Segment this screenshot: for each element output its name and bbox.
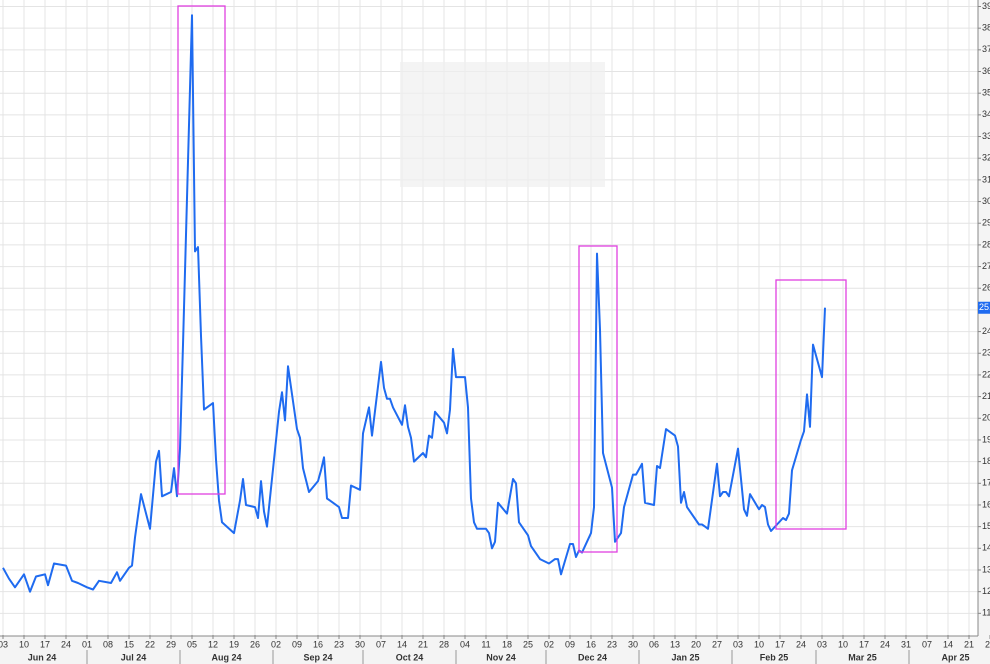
x-tick-label: 30: [355, 639, 365, 649]
x-tick-label: 25: [523, 639, 533, 649]
x-tick-label: 24: [61, 639, 71, 649]
y-tick-label: 27: [982, 261, 990, 271]
highlight-box: [775, 279, 847, 530]
month-label: Nov 24: [486, 652, 516, 662]
plot: [2, 14, 826, 593]
y-tick-label: 31: [982, 174, 990, 184]
y-tick-label: 18: [982, 456, 990, 466]
last-value-tag: [978, 301, 990, 314]
highlight-box: [578, 245, 618, 553]
x-tick-label: 22: [145, 639, 155, 649]
month-label: Aug 24: [211, 652, 241, 662]
y-tick-label: 36: [982, 66, 990, 76]
y-tick-label: 11: [982, 608, 990, 618]
x-tick-label: 17: [859, 639, 869, 649]
y-tick-label: 29: [982, 218, 990, 228]
y-tick-label: 20: [982, 413, 990, 423]
month-label: Jul 24: [121, 652, 147, 662]
x-tick-label: 01: [82, 639, 92, 649]
x-tick-label: 23: [334, 639, 344, 649]
x-tick-label: 19: [229, 639, 239, 649]
month-label: Apr 25: [941, 652, 969, 662]
month-label: Sep 24: [303, 652, 332, 662]
watermark: [400, 62, 605, 187]
y-tick-label: 26: [982, 283, 990, 293]
month-label: Jun 24: [28, 652, 57, 662]
x-tick-label: 05: [187, 639, 197, 649]
x-tick-label: 27: [712, 639, 722, 649]
x-tick-label: 10: [838, 639, 848, 649]
y-tick-label: 14: [982, 543, 990, 553]
x-tick-label: 09: [565, 639, 575, 649]
y-tick-label: 38: [982, 23, 990, 33]
y-tick-label: 13: [982, 564, 990, 574]
month-label: Oct 24: [396, 652, 424, 662]
x-tick-label: 28: [439, 639, 449, 649]
month-label: Mar 25: [848, 652, 877, 662]
x-tick-label: 16: [313, 639, 323, 649]
last-value-label: 25.1: [979, 302, 990, 312]
x-tick-label: 03: [0, 639, 8, 649]
x-tick-label: 10: [754, 639, 764, 649]
x-tick-label: 21: [964, 639, 974, 649]
x-tick-label: 09: [292, 639, 302, 649]
month-label: Jan 25: [671, 652, 699, 662]
x-tick-label: 07: [376, 639, 386, 649]
x-tick-label: 14: [943, 639, 953, 649]
x-tick-label: 03: [817, 639, 827, 649]
x-tick-label: 08: [103, 639, 113, 649]
y-tick-label: 32: [982, 153, 990, 163]
y-tick-label: 16: [982, 499, 990, 509]
y-tick-label: 17: [982, 478, 990, 488]
x-tick-label: 17: [40, 639, 50, 649]
x-tick-label: 07: [922, 639, 932, 649]
x-tick-label: 17: [775, 639, 785, 649]
x-tick-label: 04: [460, 639, 470, 649]
x-tick-label: 18: [502, 639, 512, 649]
y-tick-label: 24: [982, 326, 990, 336]
x-tick-label: 13: [670, 639, 680, 649]
x-tick-label: 29: [166, 639, 176, 649]
highlight-box: [177, 5, 226, 495]
y-tick-label: 23: [982, 348, 990, 358]
x-tick-label: 24: [880, 639, 890, 649]
y-tick-label: 15: [982, 521, 990, 531]
y-tick-label: 19: [982, 434, 990, 444]
y-tick-label: 33: [982, 131, 990, 141]
x-tick-label: 21: [418, 639, 428, 649]
x-tick-label: 15: [124, 639, 134, 649]
y-tick-label: 39: [982, 1, 990, 11]
y-tick-label: 37: [982, 44, 990, 54]
month-label: Feb 25: [760, 652, 789, 662]
y-tick-label: 12: [982, 586, 990, 596]
x-tick-label: 23: [607, 639, 617, 649]
x-tick-label: 12: [208, 639, 218, 649]
x-tick-label: 06: [649, 639, 659, 649]
x-tick-label: 14: [397, 639, 407, 649]
y-tick-label: 34: [982, 109, 990, 119]
x-tick-label: 10: [19, 639, 29, 649]
x-tick-label: 30: [628, 639, 638, 649]
x-tick-label: 24: [796, 639, 806, 649]
data-line: [2, 14, 826, 593]
y-tick-label: 22: [982, 369, 990, 379]
x-tick-label: 20: [691, 639, 701, 649]
y-tick-label: 28: [982, 239, 990, 249]
x-tick-label: 03: [733, 639, 743, 649]
y-tick-label: 21: [982, 391, 990, 401]
x-tick-label: 16: [586, 639, 596, 649]
x-tick-label: 11: [481, 639, 490, 649]
month-label: Dec 24: [578, 652, 607, 662]
x-tick-label: 26: [250, 639, 260, 649]
x-tick-label: 28: [985, 639, 990, 649]
x-axis-band: [0, 636, 978, 664]
x-tick-label: 31: [901, 639, 911, 649]
y-tick-label: 35: [982, 88, 990, 98]
y-axis-band: [978, 0, 990, 664]
x-tick-label: 02: [271, 639, 281, 649]
x-tick-label: 02: [544, 639, 554, 649]
y-tick-label: 30: [982, 196, 990, 206]
